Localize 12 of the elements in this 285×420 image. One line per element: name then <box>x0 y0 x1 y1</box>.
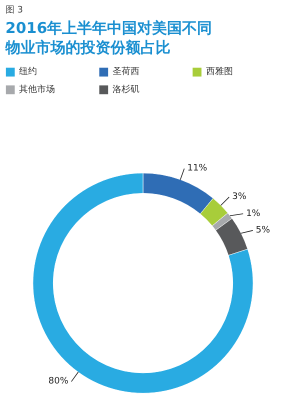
data-label: 80% <box>48 376 69 387</box>
legend-label: 纽约 <box>19 66 38 78</box>
legend-label: 其他市场 <box>19 84 56 95</box>
caption: 图 3 <box>5 5 24 16</box>
data-label: 1% <box>246 208 261 219</box>
data-label: 5% <box>256 225 271 236</box>
legend-label: 圣荷西 <box>112 66 140 78</box>
data-label: 11% <box>187 164 208 174</box>
legend-label: 西雅图 <box>206 66 233 78</box>
chart-title: 2016年上半年中国对美国不同物业市场的投资份额占比 <box>4 18 212 57</box>
data-label: 3% <box>232 192 247 202</box>
legend-label: 洛杉矶 <box>112 84 140 95</box>
